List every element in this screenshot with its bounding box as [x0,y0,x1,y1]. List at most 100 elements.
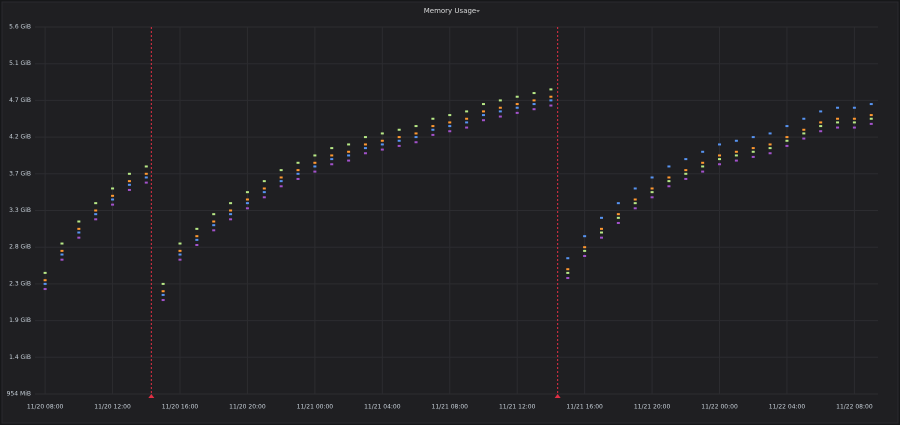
point [566,257,570,260]
point [229,218,233,221]
point [94,209,98,212]
point [431,117,435,120]
point [852,106,856,109]
point [212,224,216,227]
x-tick-label: 11/22 08:00 [836,404,873,411]
point [599,236,603,239]
point [380,139,384,142]
point [819,125,823,128]
point [414,132,418,135]
x-tick-label: 11/20 20:00 [229,404,266,411]
point [819,110,823,113]
point [144,165,148,168]
point [363,147,367,150]
point [481,114,485,117]
point [144,176,148,179]
point [279,180,283,183]
point [852,126,856,129]
point [802,128,806,131]
point [852,121,856,124]
x-tick-label: 11/22 00:00 [701,404,738,411]
point [802,137,806,140]
point [819,121,823,124]
point [347,154,351,157]
x-tick-label: 11/21 20:00 [634,404,671,411]
point [212,220,216,223]
point [94,218,98,221]
point [347,143,351,146]
point [161,293,165,296]
chart-title[interactable]: Memory Usage [424,7,477,15]
point [599,216,603,219]
point [330,147,334,150]
y-tick-label: 5.1 GiB [9,60,31,67]
point [347,150,351,153]
point [245,198,249,201]
point [768,132,772,135]
point [178,258,182,261]
point [363,152,367,155]
point [279,169,283,172]
point [262,196,266,199]
point [448,121,452,124]
point [751,147,755,150]
y-tick-label: 954 MiB [7,391,31,398]
point [718,158,722,161]
x-tick-label: 11/21 08:00 [432,404,469,411]
point [161,290,165,293]
point [330,158,334,161]
point [229,209,233,212]
y-tick-label: 5.6 GiB [9,24,31,31]
point [397,128,401,131]
point [43,282,47,285]
point [127,180,131,183]
point [431,128,435,131]
point [751,136,755,139]
point [212,229,216,232]
point [94,202,98,205]
x-tick-label: 11/20 16:00 [162,404,199,411]
point [481,110,485,113]
point [616,221,620,224]
point [650,191,654,194]
point [111,187,115,190]
point [161,282,165,285]
point [785,144,789,147]
point [245,207,249,210]
y-tick-label: 2.3 GiB [9,280,31,287]
point [195,238,199,241]
point [583,255,587,258]
point [448,125,452,128]
point [465,126,469,129]
point [751,150,755,153]
point [144,172,148,175]
point [245,202,249,205]
point [869,117,873,120]
x-tick-label: 11/22 04:00 [769,404,806,411]
x-tick-label: 11/20 12:00 [94,404,131,411]
point [431,125,435,128]
point [313,154,317,157]
point [60,253,64,256]
point [161,299,165,302]
point [347,159,351,162]
point [279,176,283,179]
point [684,169,688,172]
point [296,177,300,180]
point [77,236,81,239]
point [43,279,47,282]
point [869,114,873,117]
title-caret[interactable] [476,10,480,13]
point [60,242,64,245]
point [616,213,620,216]
point [599,231,603,234]
point [549,88,553,91]
point [549,99,553,102]
point [684,177,688,180]
y-tick-label: 3.3 GiB [9,207,31,214]
point [633,198,637,201]
point [465,110,469,113]
point [397,139,401,142]
point [650,196,654,199]
